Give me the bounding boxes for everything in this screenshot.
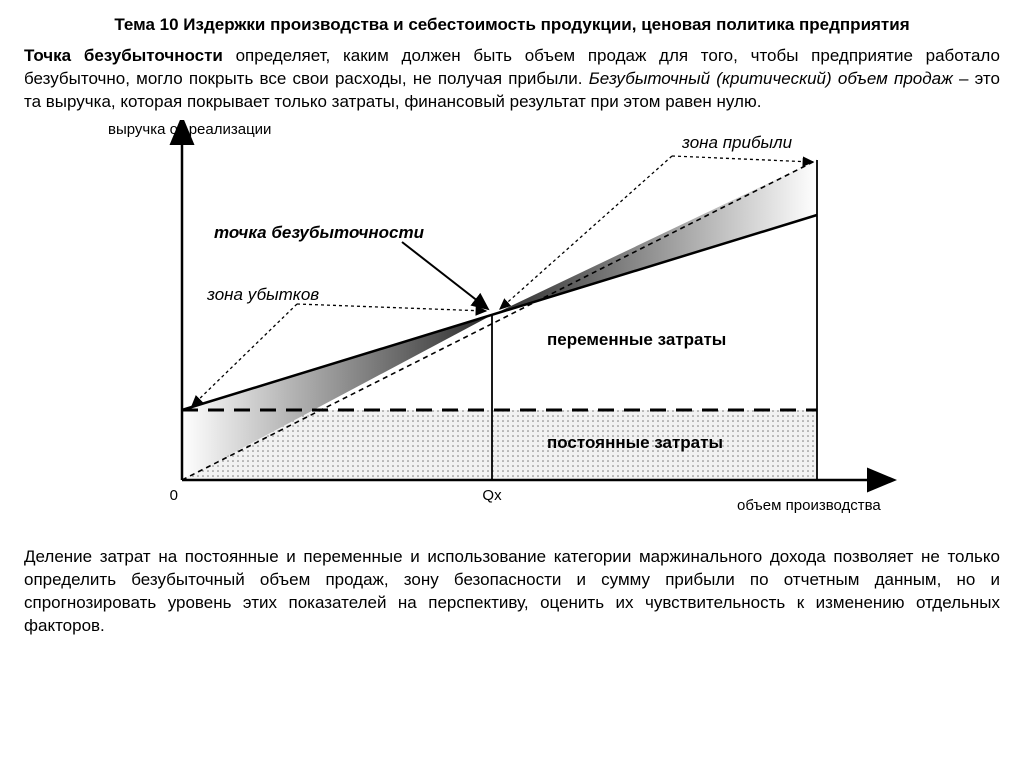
page: Тема 10 Издержки производства и себестои… — [0, 0, 1024, 654]
breakeven-arrow — [402, 242, 488, 309]
variable-costs-label: переменные затраты — [547, 330, 726, 349]
loss-callout-arrow2 — [297, 304, 486, 311]
page-title: Тема 10 Издержки производства и себестои… — [24, 14, 1000, 35]
outro-paragraph: Деление затрат на постоянные и переменны… — [24, 546, 1000, 638]
profit-callout-arrow2 — [672, 156, 813, 162]
chart-svg: выручка от реализации объем производства 0… — [72, 120, 952, 540]
intro-term1: Точка безубыточности — [24, 46, 223, 65]
origin-label: 0 — [170, 487, 178, 504]
profit-wedge — [492, 160, 817, 315]
fixed-costs-label: постоянные затраты — [547, 433, 723, 452]
loss-zone-label: зона убытков — [206, 285, 319, 304]
y-axis-label: выручка от реализации — [108, 121, 271, 138]
x-axis-label: объем производства — [737, 497, 881, 514]
breakeven-chart: выручка от реализации объем производства 0… — [24, 120, 1000, 540]
profit-zone-label: зона прибыли — [681, 133, 793, 152]
intro-paragraph: Точка безубыточности определяет, каким д… — [24, 45, 1000, 114]
intro-term3: Безубыточный (критический) объем продаж — [589, 69, 953, 88]
qx-label: Qx — [482, 487, 502, 504]
total-cost-line — [182, 215, 817, 410]
breakeven-label: точка безубыточности — [214, 223, 425, 242]
